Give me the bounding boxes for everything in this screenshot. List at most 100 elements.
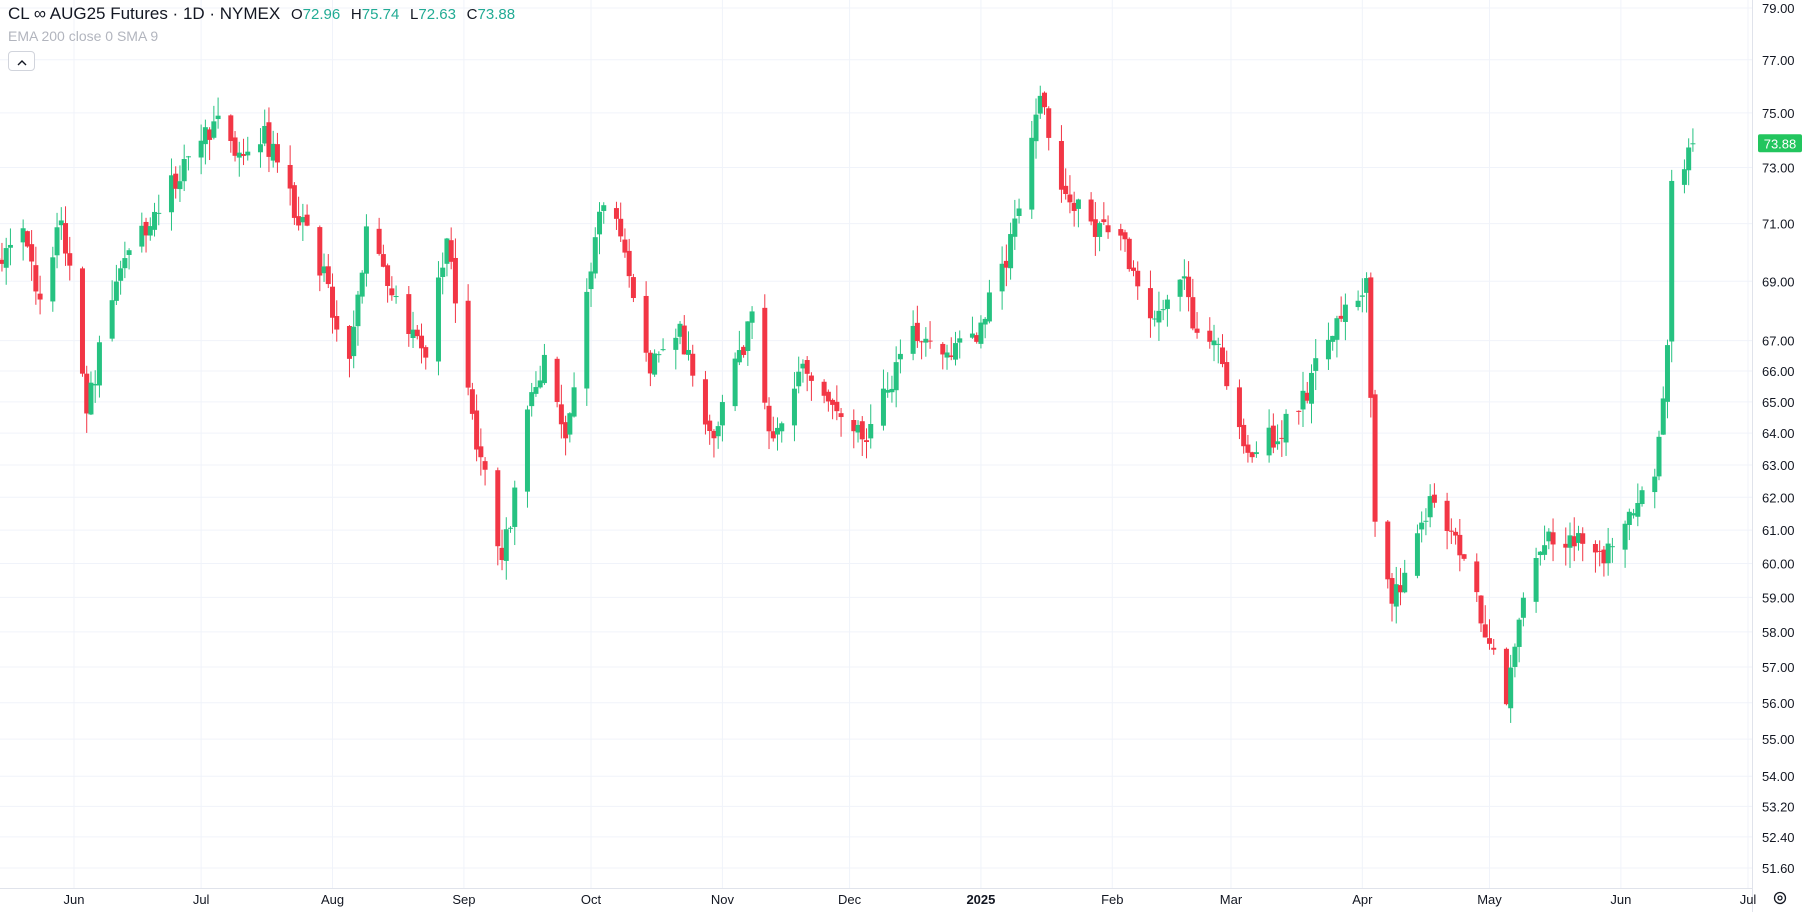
candle-body [914, 322, 920, 342]
candle-body [982, 318, 988, 325]
candle-body [1474, 561, 1480, 593]
candle-body [508, 527, 514, 529]
candle-body [770, 431, 776, 439]
candle-body [215, 115, 221, 120]
candle-body [152, 211, 158, 230]
candle-body [1355, 300, 1361, 308]
candle-body [749, 311, 755, 323]
candle-body [410, 329, 416, 339]
candle-body [711, 430, 717, 439]
candle-body [1075, 199, 1081, 209]
candle-body [512, 487, 518, 527]
candle-body [96, 342, 102, 386]
candle-body [1597, 550, 1603, 552]
time-axis[interactable]: Jun Jul Aug Sep Oct Nov Dec 2025 Feb Mar Apr May Jun… [64, 892, 1757, 907]
indicator-legend[interactable]: EMA 200 close 0 SMA 9 [8, 28, 159, 44]
y-tick-label: 63.00 [1762, 458, 1795, 473]
candle-body [588, 271, 594, 290]
candle-body [202, 127, 208, 145]
candle-body [1224, 362, 1230, 387]
candle-body [1012, 218, 1018, 237]
candle-body [1580, 533, 1586, 544]
candle-body [139, 225, 145, 247]
candle-body [859, 421, 865, 440]
candle-body [113, 281, 119, 301]
candle-body [1101, 219, 1107, 223]
candle-body [779, 423, 785, 432]
y-tick-label: 71.00 [1762, 217, 1795, 232]
price-axis[interactable]: 79.00 77.00 75.00 73.00 71.00 69.00 67.00 66.00… [1762, 1, 1795, 876]
candle-body [681, 325, 687, 355]
candle-body [1130, 267, 1136, 271]
candle-body [232, 137, 238, 156]
x-tick-label: Apr [1352, 892, 1373, 907]
candle-body [1207, 330, 1213, 342]
candle-body [207, 129, 213, 140]
candle-body [1063, 185, 1069, 195]
candle-body [563, 422, 569, 439]
candle-body [1478, 595, 1484, 624]
y-tick-label: 59.00 [1762, 590, 1795, 605]
high-label: H [350, 6, 362, 23]
candle-body [597, 211, 603, 235]
gear-icon[interactable] [1772, 890, 1788, 906]
collapse-legend-button[interactable] [8, 51, 35, 71]
candle-body [393, 296, 399, 298]
candle-body [1041, 92, 1047, 108]
high-value: 75.74 [361, 6, 400, 23]
x-tick-label: Jul [1740, 892, 1757, 907]
candle-body [1300, 390, 1306, 410]
symbol-title[interactable]: CL ∞ AUG25 Futures · 1D · NYMEX [8, 4, 281, 23]
candle-body [1537, 551, 1543, 556]
candle-body [1652, 476, 1658, 493]
candle-body [969, 333, 975, 338]
candle-body [355, 294, 361, 327]
y-tick-label: 69.00 [1762, 274, 1795, 289]
candle-body [1664, 345, 1670, 402]
candle-body [1419, 522, 1425, 530]
symbol-legend: CL ∞ AUG25 Futures · 1D · NYMEX O72.96 H… [8, 3, 515, 26]
candle-body [1325, 339, 1331, 360]
candle-body [529, 392, 535, 407]
candle-body [211, 121, 217, 138]
last-price-marker: 73.88 [1758, 134, 1802, 153]
candle-body [346, 325, 352, 359]
candle-body [1563, 543, 1569, 548]
candle-body [1219, 347, 1225, 365]
candle-body [1516, 619, 1522, 647]
candle-body [406, 294, 412, 334]
candlestick-series [0, 85, 1696, 723]
candle-body [414, 329, 420, 337]
candle-body [868, 424, 874, 439]
candle-body [1092, 219, 1098, 237]
candle-body [885, 389, 891, 393]
candle-body [927, 340, 933, 342]
candle-body [330, 286, 336, 318]
candle-body [54, 227, 60, 256]
candle-body [1520, 597, 1526, 618]
candle-body [957, 338, 963, 343]
candle-body [1389, 578, 1395, 604]
candle-body [1215, 343, 1221, 345]
candle-body [474, 410, 480, 450]
y-tick-label: 60.00 [1762, 556, 1795, 571]
candle-body [1156, 310, 1162, 323]
candle-body [618, 218, 624, 237]
candle-body [1088, 199, 1094, 222]
x-tick-label: May [1477, 892, 1502, 907]
candle-body [58, 220, 64, 226]
candle-body [1622, 523, 1628, 550]
candle-body [741, 346, 747, 355]
x-tick-label: Jun [1610, 892, 1631, 907]
candle-body [660, 349, 666, 351]
candle-body [821, 381, 827, 396]
candle-body [198, 140, 204, 158]
last-price-label: 73.88 [1764, 136, 1797, 151]
candle-body [1029, 137, 1035, 210]
candle-body [1160, 309, 1166, 311]
x-tick-label: Aug [321, 892, 344, 907]
close-label: C [466, 6, 478, 23]
candle-body [118, 268, 124, 281]
candle-body [1533, 558, 1539, 602]
